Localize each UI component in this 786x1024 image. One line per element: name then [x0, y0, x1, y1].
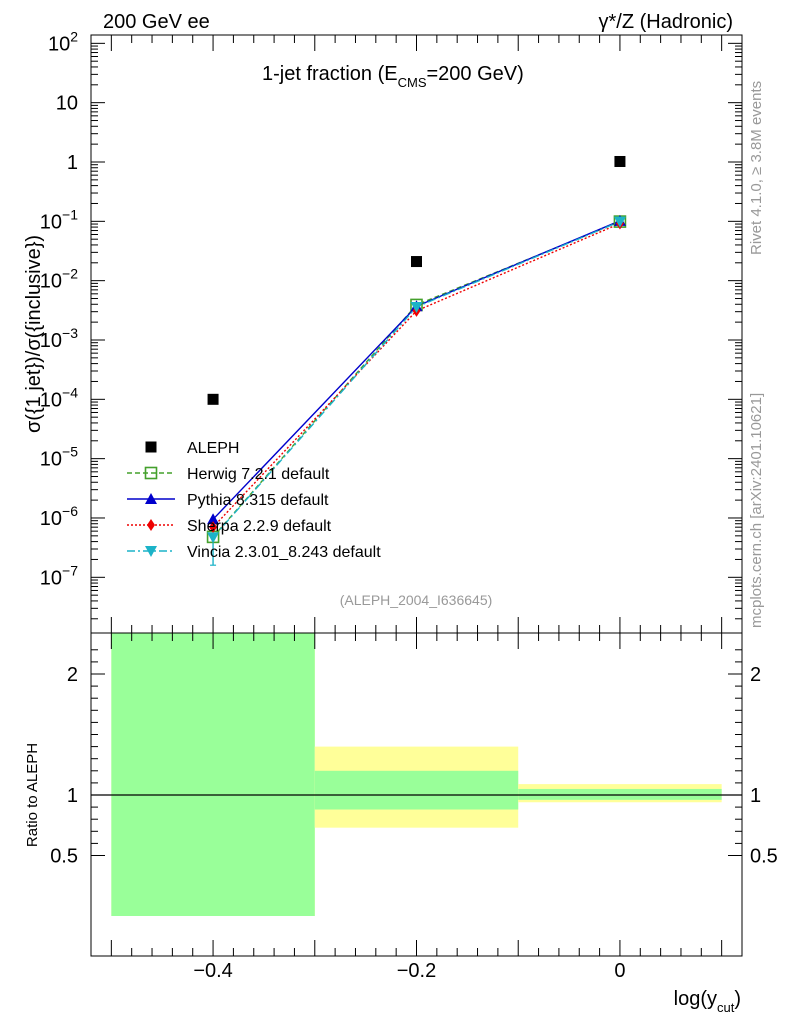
ratio-y-tick-label: 2	[67, 664, 78, 686]
legend-marker-vincia	[145, 546, 157, 557]
ratio-bands	[111, 633, 722, 916]
ratio-ticks: 0.5 0.5 1 1 2 2 −0.4 −0.2 0	[50, 633, 778, 982]
chart-title: 1-jet fraction (ECMS=200 GeV)	[262, 63, 524, 90]
y-axis-label: σ({1 jet})/σ({inclusive})	[23, 235, 45, 433]
ratio-y-label: Ratio to ALEPH	[24, 743, 41, 847]
x-tick-label: −0.4	[193, 960, 232, 982]
legend-marker-aleph	[145, 441, 157, 453]
legend-marker-sherpa	[147, 519, 155, 531]
y-tick-label: 10−4	[40, 384, 78, 411]
ratio-y-tick-label-right: 2	[750, 664, 761, 686]
y-tick-label: 102	[48, 28, 78, 55]
x-axis-label: log(ycut)	[674, 988, 741, 1015]
legend-label-aleph: ALEPH	[187, 440, 239, 457]
legend-label-pythia: Pythia 8.315 default	[187, 492, 329, 509]
data-point-aleph	[614, 155, 626, 167]
main-plot: 10−7 10−6 10−5 10−4 10−3 10−2 10−1 1 10 102 1-jet…	[23, 28, 743, 634]
rivet-label: Rivet 4.1.0, ≥ 3.8M events	[748, 81, 765, 255]
series-line-vincia	[212, 220, 621, 538]
header-right: γ*/Z (Hadronic)	[599, 11, 733, 33]
ratio-y-tick-label-right: 1	[750, 785, 761, 807]
data-point-aleph	[207, 393, 219, 405]
y-tick-label: 10−6	[40, 503, 78, 530]
ratio-y-tick-label-right: 0.5	[750, 846, 778, 868]
data-point-sherpa	[209, 521, 218, 534]
ratio-band-inner	[518, 788, 722, 800]
main-ticks: 10−7 10−6 10−5 10−4 10−3 10−2 10−1 1 10 102	[40, 28, 742, 633]
legend-label-vincia: Vincia 2.3.01_8.243 default	[187, 544, 381, 561]
main-series	[206, 155, 627, 566]
y-tick-label: 10	[56, 93, 78, 115]
y-tick-label: 1	[67, 152, 78, 174]
header-left: 200 GeV ee	[103, 11, 210, 33]
legend-label-sherpa: Sherpa 2.2.9 default	[187, 518, 332, 535]
mcplots-label: mcplots.cern.ch [arXiv:2401.10621]	[748, 393, 765, 628]
y-tick-label: 10−3	[40, 325, 78, 352]
data-point-pythia	[207, 513, 220, 525]
legend: ALEPH Herwig 7.2.1 default Pythia 8.315 de…	[127, 440, 381, 561]
y-tick-label: 10−1	[40, 206, 78, 233]
analysis-id: (ALEPH_2004_I636645)	[340, 592, 493, 608]
x-tick-label: −0.2	[397, 960, 436, 982]
y-tick-label: 10−2	[40, 266, 78, 293]
ratio-y-tick-label: 1	[67, 785, 78, 807]
data-point-vincia	[410, 301, 423, 313]
series-line-herwig	[212, 220, 621, 538]
x-tick-label: 0	[614, 960, 625, 982]
legend-marker-herwig	[144, 466, 158, 480]
data-point-vincia	[613, 216, 626, 228]
y-tick-label: 10−5	[40, 444, 78, 471]
ratio-plot: 0.5 0.5 1 1 2 2 −0.4 −0.2 0 Ratio to ALEPH log(y…	[24, 632, 778, 1015]
data-point-vincia	[207, 532, 220, 544]
y-tick-label: 10−7	[40, 562, 78, 589]
legend-marker-pythia	[145, 493, 157, 504]
ratio-band-inner	[314, 770, 519, 810]
ratio-y-tick-label: 0.5	[50, 846, 78, 868]
ratio-band-inner	[111, 633, 315, 916]
legend-label-herwig: Herwig 7.2.1 default	[187, 466, 330, 483]
data-point-aleph	[411, 256, 422, 268]
